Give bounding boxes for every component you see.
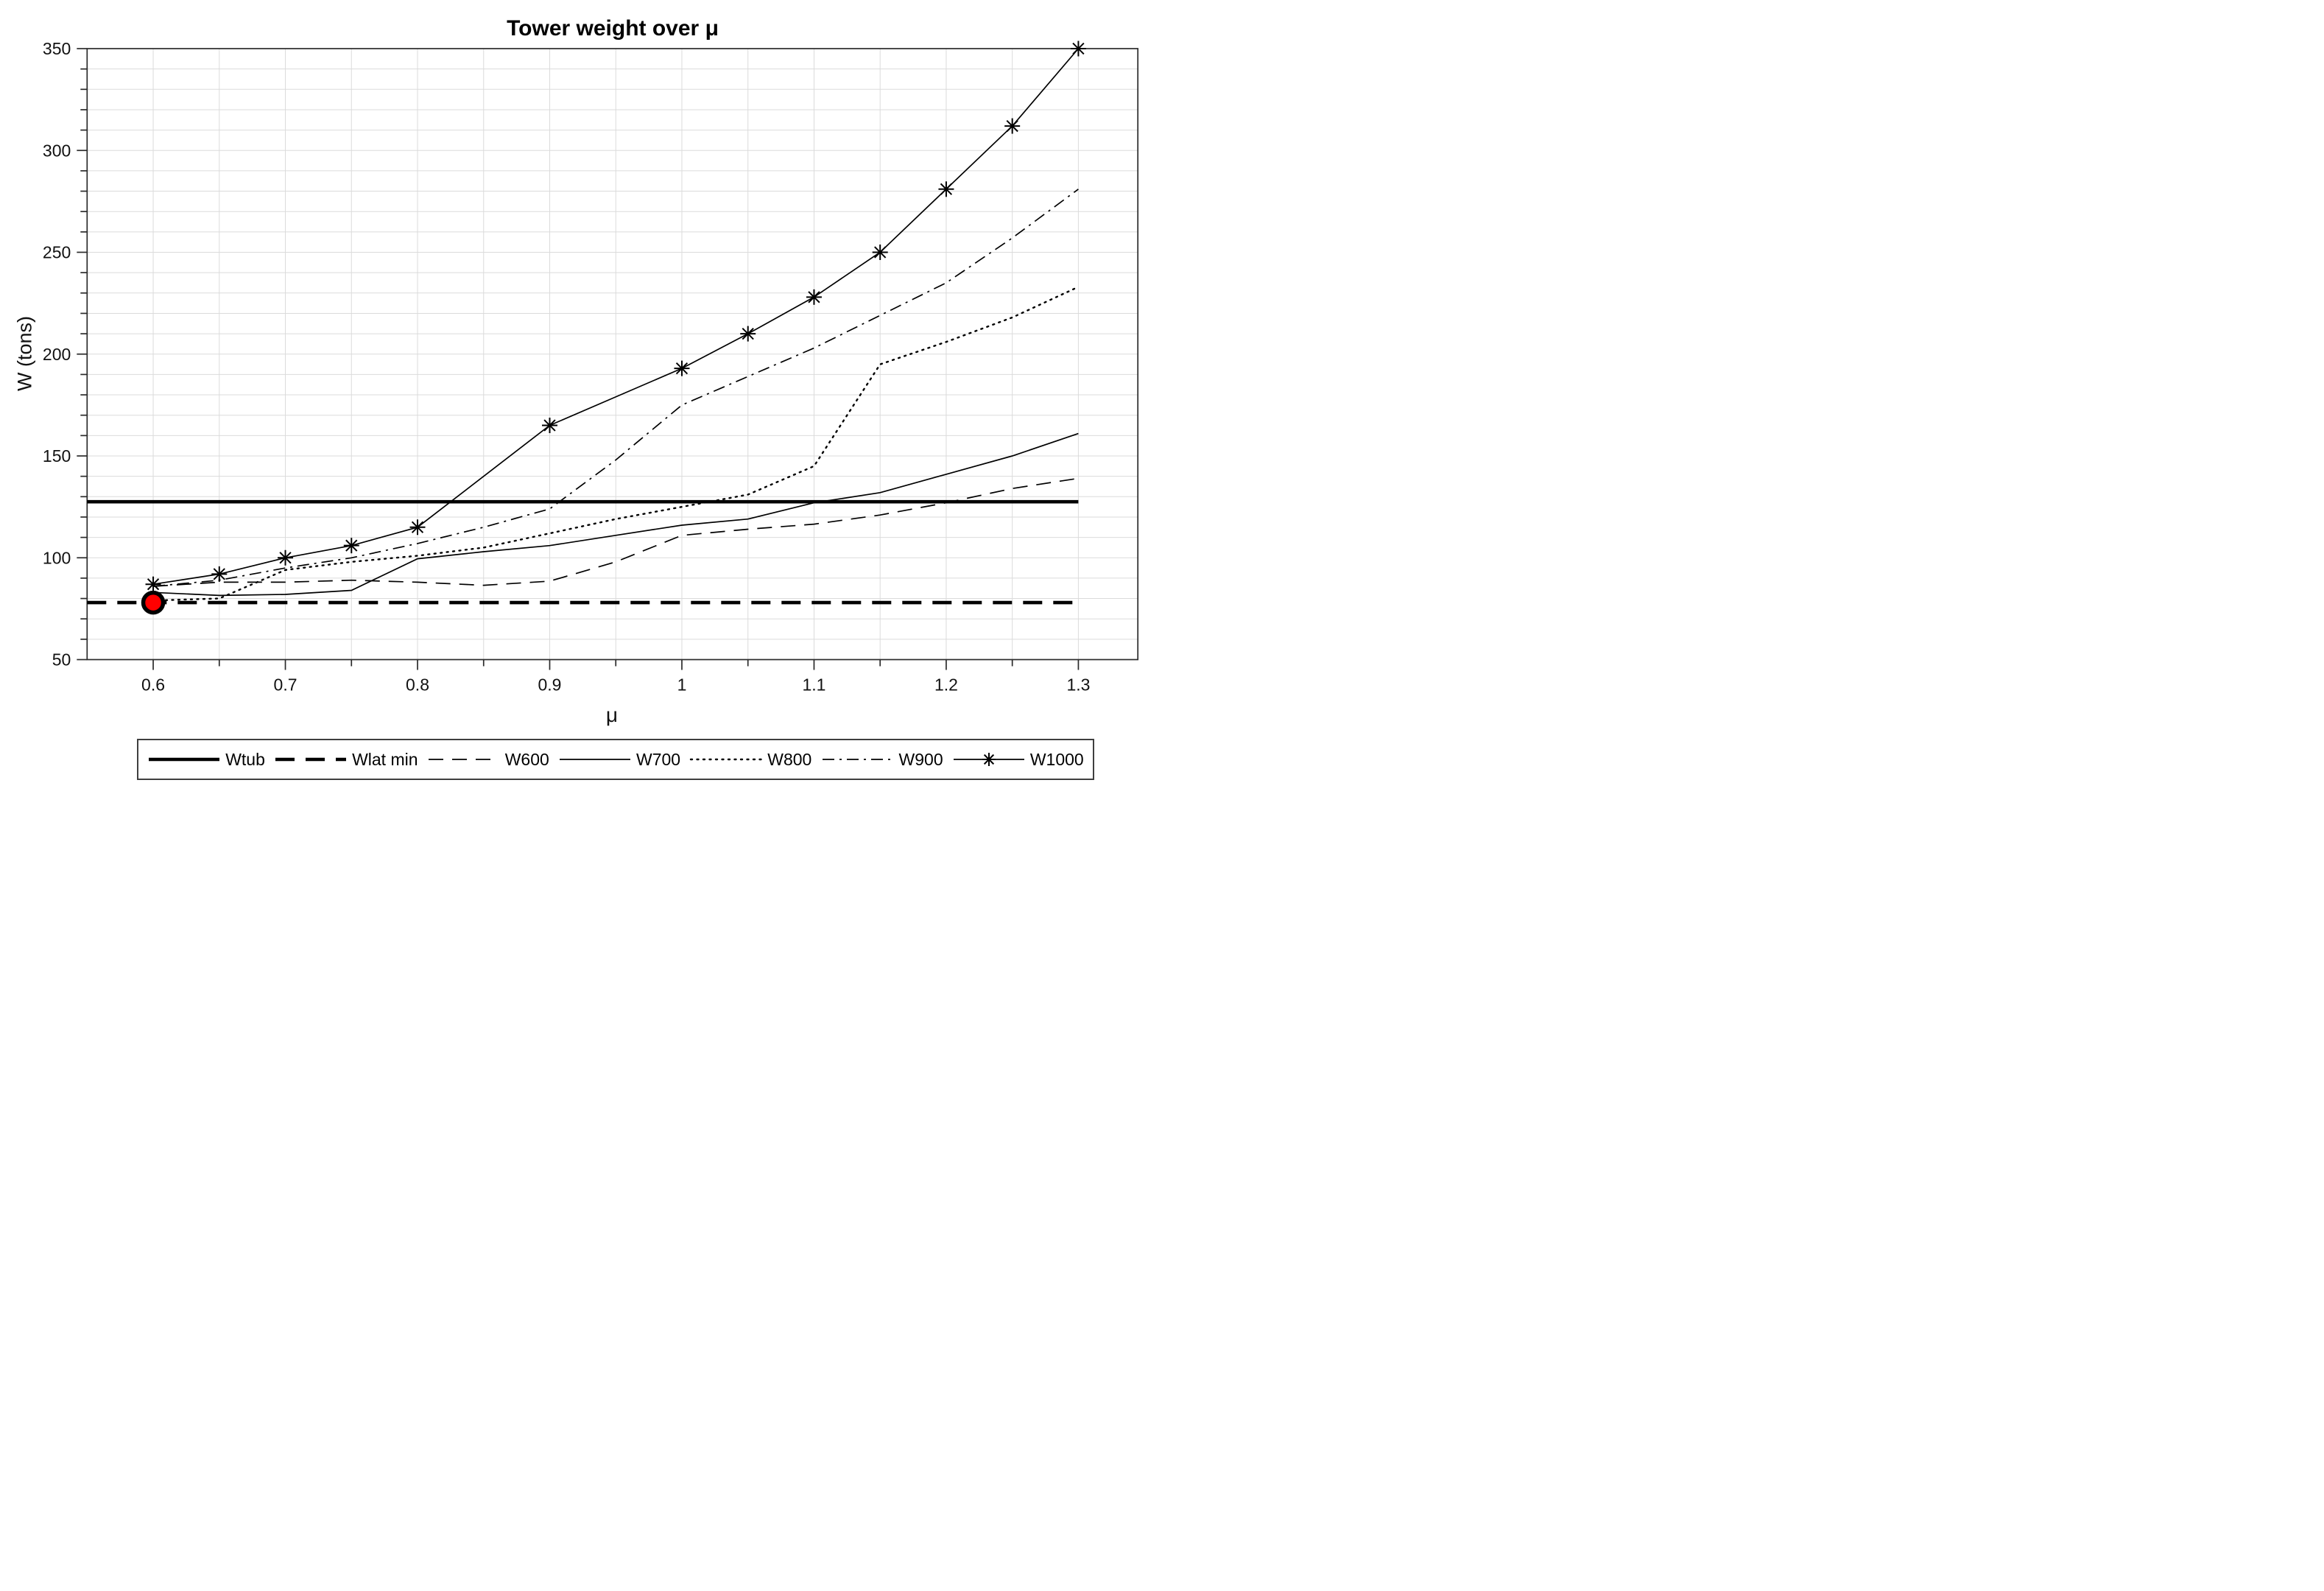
legend-label: W900 [898,749,943,769]
legend-line-sample [690,758,763,761]
legend-line-sample [428,759,499,760]
legend-label: W700 [635,749,681,769]
figure-canvas: Tower weight over μ W (tons) 0.6 0.7 0.8 0.… [0,0,1162,796]
chart-title: Tower weight over μ [507,16,719,41]
x-tick-label: 1.2 [934,675,958,695]
chart-legend: Wtub Wlat min W600 W700 W800 W900 W1000 [137,739,1094,780]
legend-item-w900: W900 [821,749,943,770]
series-w600 [152,477,1079,587]
series-w700 [152,432,1079,597]
y-tick-label: 250 [43,243,71,262]
legend-item-w1000: W1000 [952,749,1084,770]
series-w800 [152,286,1080,602]
series-w1000 [145,41,1086,592]
y-tick-label: 150 [43,446,71,466]
x-axis-label: μ [605,703,619,726]
tick-labels: 0.6 0.7 0.8 0.9 1 1.1 1.2 1.3 50 100 150 200 250 300 3… [43,39,1090,695]
grid-lines [87,49,1138,660]
series-w900 [152,189,1079,587]
y-tick-label: 350 [43,39,71,58]
legend-line-sample [559,759,630,760]
y-tick-label: 300 [43,141,71,160]
legend-label: W600 [504,749,549,769]
x-tick-label: 0.6 [141,675,165,695]
legend-line-sample [275,757,347,762]
x-tick-label: 1 [677,675,687,695]
x-tick-label: 0.7 [274,675,297,695]
x-tick-label: 0.9 [538,675,562,695]
y-tick-label: 200 [43,345,71,364]
legend-label: W800 [767,749,812,769]
x-tick-label: 1.1 [802,675,825,695]
axis-ticks [77,48,1080,670]
x-tick-label: 0.8 [406,675,429,695]
legend-line-sample [149,757,220,762]
selected-point-marker [141,590,166,615]
legend-line-sample [953,753,1024,766]
legend-item-w800: W800 [689,749,811,770]
y-axis-label: W (tons) [13,315,36,392]
legend-item-wtub: Wtub [147,749,265,770]
legend-item-w700: W700 [558,749,680,770]
legend-item-w600: W600 [427,749,549,770]
y-tick-label: 100 [43,548,71,567]
x-tick-label: 1.3 [1066,675,1090,695]
legend-label: Wlat min [352,749,418,769]
legend-item-wlat-min: Wlat min [274,749,418,770]
legend-label: Wtub [225,749,265,769]
y-tick-label: 50 [52,650,71,670]
legend-label: W1000 [1029,749,1084,769]
legend-line-sample [822,759,893,760]
tower-weight-chart: 0.6 0.7 0.8 0.9 1 1.1 1.2 1.3 50 100 150 200 250 300 3… [43,39,1139,695]
